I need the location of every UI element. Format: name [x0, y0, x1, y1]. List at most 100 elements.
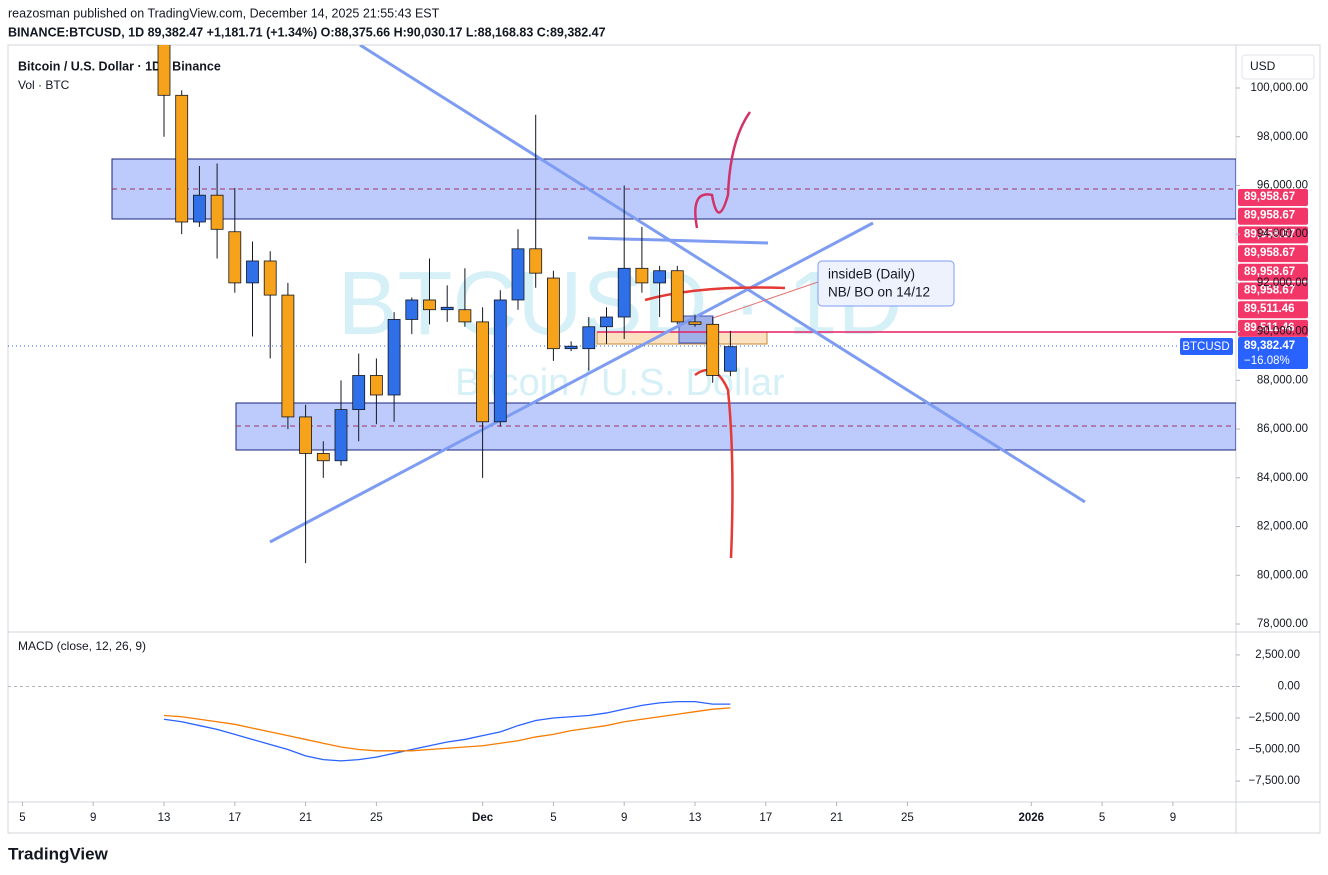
macd-line — [163, 700, 731, 762]
price-tag-text: 89,958.67 — [1244, 285, 1295, 297]
candle-body — [724, 346, 737, 372]
last-change: −16.08% — [1244, 355, 1290, 367]
y-tick-label: 82,000.00 — [1257, 521, 1308, 533]
callout-text: insideB (Daily) — [828, 267, 915, 282]
candle-body — [334, 409, 348, 462]
y-tick-label: 80,000.00 — [1257, 569, 1308, 581]
candle-body — [688, 321, 702, 325]
candle-body — [493, 299, 507, 423]
price-tag — [1238, 319, 1308, 337]
candle-body — [228, 231, 242, 284]
candle-body — [405, 299, 419, 320]
callout — [817, 260, 955, 307]
legend: Bitcoin / U.S. Dollar · 1D · Binance — [18, 59, 221, 73]
candle-body — [192, 194, 206, 223]
candle-body — [617, 267, 631, 318]
x-tick-label: Dec — [472, 812, 494, 824]
y-tick-label: 88,000.00 — [1257, 374, 1308, 386]
price-tag-text: 89,958.67 — [1244, 191, 1295, 203]
candle-body — [352, 375, 366, 410]
candle-body — [582, 326, 596, 350]
price-tag — [1238, 301, 1308, 319]
legend: MACD (close, 12, 26, 9) — [18, 639, 146, 653]
sketch — [694, 111, 752, 229]
price-tag-text: 89,958.67 — [1244, 247, 1295, 259]
y-tick-label: 78,000.00 — [1257, 618, 1308, 630]
price-tag-text: 89,958.67 — [1244, 266, 1295, 278]
x-tick-label: 5 — [550, 812, 556, 824]
price-tag — [1238, 207, 1308, 225]
y-tick-label: 98,000.00 — [1257, 131, 1308, 143]
x-tick-label: 9 — [1170, 812, 1176, 824]
x-tick-label: 17 — [228, 812, 241, 824]
candle-body — [653, 270, 666, 284]
candle-body — [263, 260, 277, 296]
symbol-line: BINANCE:BTCUSD, 1D 89,382.47 +1,181.71 (… — [8, 25, 606, 39]
currency: USD — [1250, 59, 1276, 73]
trend-line — [587, 236, 769, 245]
callout-text: NB/ BO on 14/12 — [828, 285, 930, 300]
y-tick-label: 86,000.00 — [1257, 423, 1308, 435]
macd-tick-label: 2,500.00 — [1255, 649, 1300, 661]
frame — [7, 44, 1321, 834]
candle-body — [670, 270, 684, 323]
candle-body — [440, 306, 454, 311]
logo: TradingView — [8, 844, 109, 863]
price-tag — [1238, 245, 1308, 263]
candle-body — [706, 323, 720, 376]
candle-body — [316, 453, 330, 462]
candles — [157, 45, 737, 564]
price-tag-text: 89,958.67 — [1244, 210, 1295, 222]
x-tick-label: 21 — [299, 812, 312, 824]
candle-body — [529, 248, 543, 274]
candle-body — [511, 248, 525, 301]
callout-line — [712, 281, 819, 319]
candle-body — [476, 321, 490, 423]
x-tick-label: 5 — [1099, 812, 1105, 824]
y-tick-label: 92,000.00 — [1257, 277, 1308, 289]
symbol-tag — [1180, 338, 1233, 355]
y-tick-label: 96,000.00 — [1257, 179, 1308, 191]
price-labels: 89,958.67 89,958.67 89,958.67 89,958.67 89,9… — [1238, 189, 1308, 337]
macd-tick-label: 0.00 — [1278, 680, 1300, 692]
currency-button[interactable] — [1241, 54, 1315, 80]
x-tick-label: 13 — [158, 812, 171, 824]
macd-line — [163, 707, 731, 752]
x-tick-label: 5 — [19, 812, 25, 824]
y-tick-label: 94,000.00 — [1257, 228, 1308, 240]
y-tick-label: 84,000.00 — [1257, 472, 1308, 484]
macd-tick-label: −7,500.00 — [1249, 775, 1300, 787]
x-tick-label: 2026 — [1019, 812, 1045, 824]
candle-body — [175, 94, 189, 223]
candle-body — [299, 416, 313, 454]
candle-body — [423, 299, 436, 311]
candle-body — [369, 375, 383, 396]
x-tick-label: 13 — [689, 812, 702, 824]
last-price: 89,382.47 — [1244, 340, 1295, 352]
price-tag — [1238, 226, 1308, 244]
x-tick-label: 9 — [621, 812, 627, 824]
candle-body — [547, 277, 560, 350]
publisher: reazosman published on TradingView.com, … — [8, 6, 440, 20]
x-tick-label: 9 — [90, 812, 96, 824]
trend-line — [269, 221, 874, 544]
price-tag — [1238, 282, 1308, 300]
price-tag-text: 89,511.46 — [1244, 303, 1295, 315]
y-tick-label: 90,000.00 — [1257, 326, 1308, 338]
x-tick-label: 17 — [759, 812, 772, 824]
x-tick-label: 25 — [901, 812, 914, 824]
candle-body — [210, 194, 224, 230]
price-tag — [1238, 263, 1308, 281]
sketch — [644, 286, 786, 302]
macd-tick-label: −5,000.00 — [1249, 744, 1300, 756]
legend: Vol · BTC — [18, 78, 70, 92]
price-tag — [1238, 189, 1308, 206]
candle-body — [387, 319, 401, 396]
x-tick-label: 21 — [830, 812, 843, 824]
candle-body — [600, 316, 613, 328]
trend-line — [359, 45, 1086, 504]
candle-body — [564, 345, 578, 350]
candle-body — [246, 260, 259, 284]
y-tick-label: 100,000.00 — [1250, 82, 1308, 94]
